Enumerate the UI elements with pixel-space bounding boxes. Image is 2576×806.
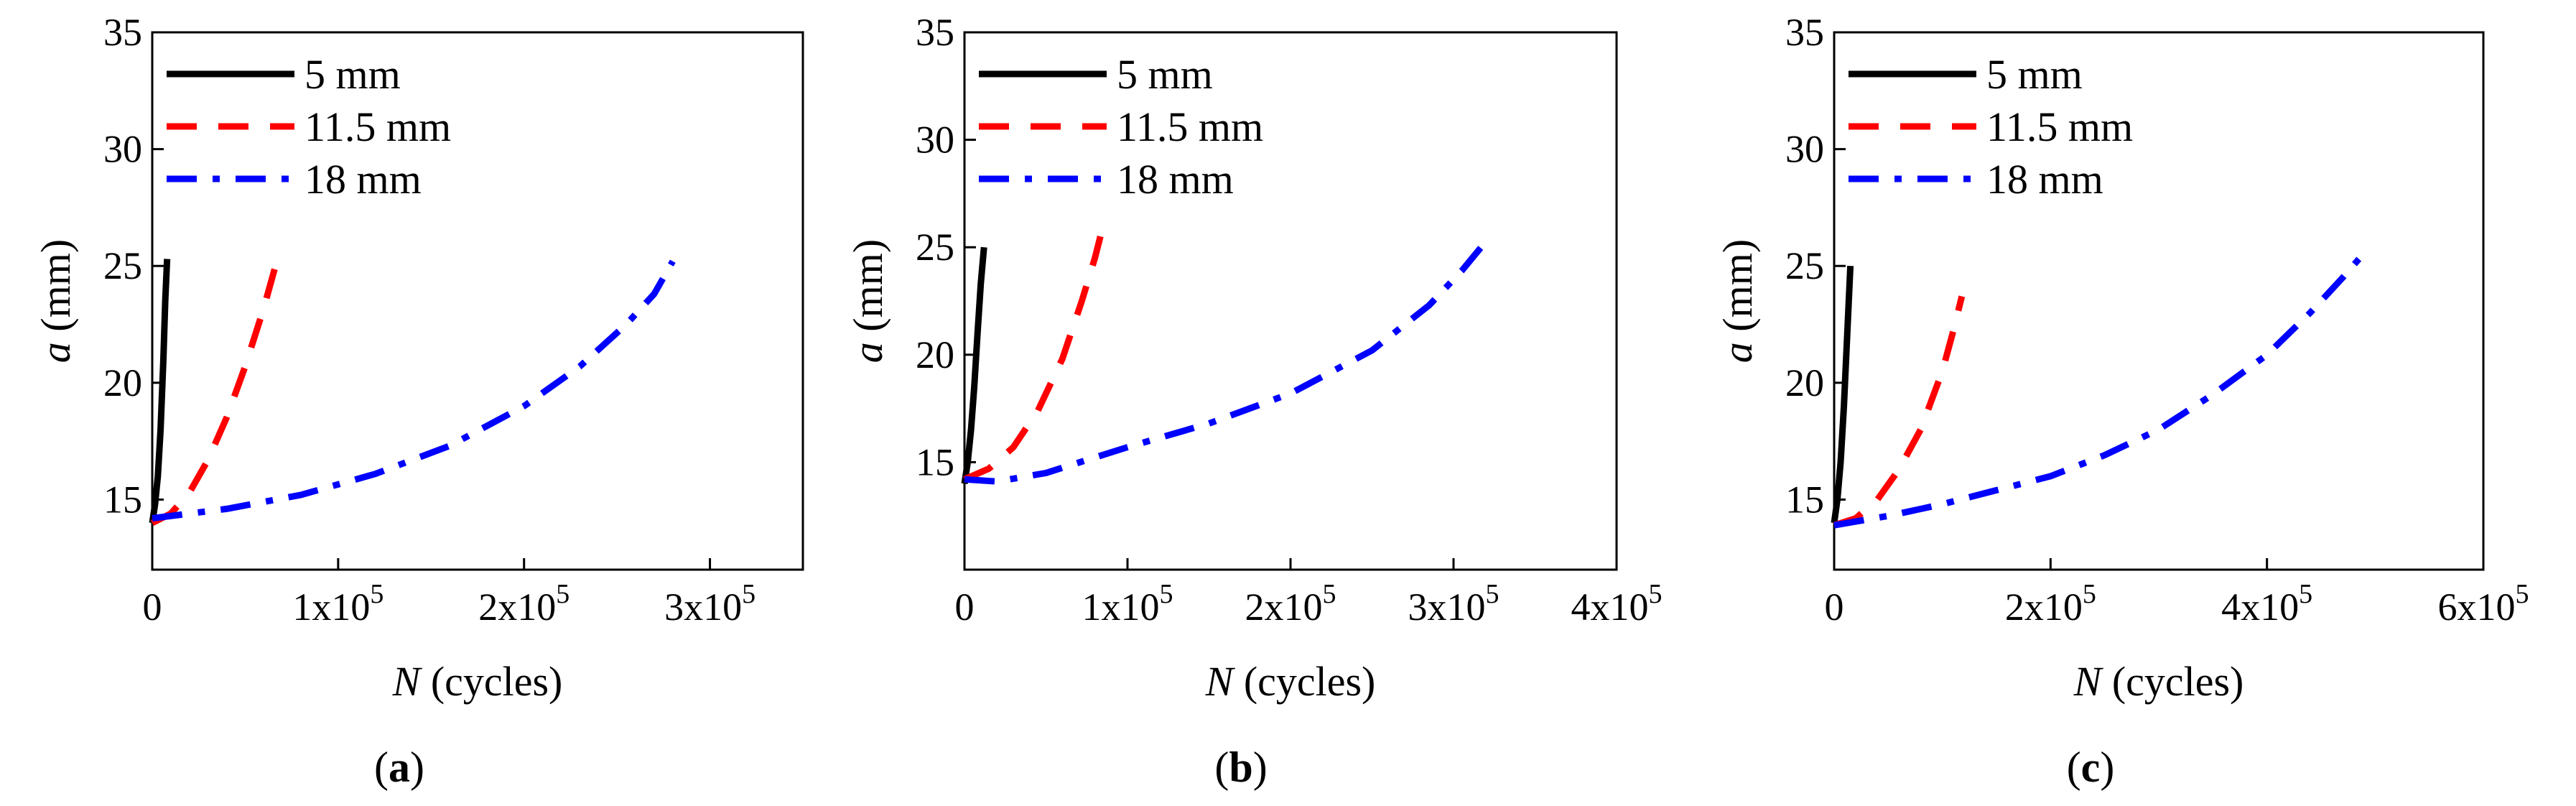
series-line-5-mm bbox=[149, 259, 171, 524]
y-tick-label: 35 bbox=[1785, 11, 1824, 54]
legend-label: 5 mm bbox=[1986, 51, 2083, 98]
y-axis-title: a (mm) bbox=[845, 239, 891, 363]
series-line-18-mm bbox=[152, 259, 676, 522]
y-tick-label: 20 bbox=[103, 361, 142, 404]
y-tick-label: 15 bbox=[103, 478, 142, 521]
panel-label: (c) bbox=[2067, 744, 2115, 791]
series-line-11-5-mm bbox=[963, 225, 1107, 483]
x-tick-label: 1x105 bbox=[292, 579, 383, 629]
x-tick-label: 2x105 bbox=[1245, 579, 1336, 629]
plot-frame bbox=[1833, 31, 2485, 571]
legend-label: 11.5 mm bbox=[1986, 103, 2133, 150]
series-line-18-mm bbox=[964, 243, 1486, 485]
x-axis-title: N (cycles) bbox=[1205, 658, 1376, 705]
y-axis-title: a (mm) bbox=[32, 239, 79, 363]
series-line-5-mm bbox=[961, 246, 987, 484]
x-tick-label: 1x105 bbox=[1082, 579, 1173, 629]
x-axis-title: N (cycles) bbox=[392, 658, 563, 705]
x-tick-label: 0 bbox=[1825, 585, 1844, 629]
x-tick-label: 3x105 bbox=[664, 579, 755, 629]
x-tick-label: 6x105 bbox=[2438, 579, 2529, 629]
plot-frame bbox=[963, 31, 1618, 571]
x-axis-title: N (cycles) bbox=[2073, 658, 2244, 705]
y-tick-label: 30 bbox=[103, 128, 142, 171]
series-line-5-mm bbox=[1831, 265, 1854, 524]
legend-label: 18 mm bbox=[1117, 156, 1234, 203]
legend-label: 18 mm bbox=[1986, 156, 2103, 203]
x-tick-label: 2x105 bbox=[478, 579, 569, 629]
series-line-11-5-mm bbox=[1833, 295, 1966, 529]
y-tick-label: 25 bbox=[1785, 244, 1824, 287]
x-tick-label: 4x105 bbox=[2221, 579, 2312, 629]
y-tick-label: 20 bbox=[1785, 361, 1824, 404]
chart-panel-3: 15 20 25 30 35 0 2x105 4x105 6x105 N (cycles) a (m… bbox=[1714, 11, 2529, 791]
chart-panel-1: 15 20 25 30 35 0 1x105 2x105 3x105 N (cycles) a (m… bbox=[32, 11, 804, 791]
y-tick-label: 20 bbox=[916, 333, 954, 376]
chart-panel-2: 15 20 25 30 35 0 1x105 2x105 3x105 4x105 N (cycles… bbox=[845, 11, 1663, 791]
panel-label: (a) bbox=[374, 744, 424, 791]
panel-label: (b) bbox=[1214, 744, 1267, 791]
y-tick-label: 30 bbox=[916, 119, 954, 162]
x-tick-label: 0 bbox=[143, 585, 162, 629]
x-tick-label: 0 bbox=[955, 585, 975, 629]
y-tick-label: 35 bbox=[916, 11, 954, 54]
legend-label: 11.5 mm bbox=[1117, 103, 1263, 150]
series-line-18-mm bbox=[1833, 256, 2362, 529]
x-tick-label: 2x105 bbox=[2005, 579, 2096, 629]
legend-label: 5 mm bbox=[1117, 51, 1213, 98]
legend-label: 18 mm bbox=[304, 156, 422, 203]
legend-label: 11.5 mm bbox=[304, 103, 451, 150]
y-tick-label: 25 bbox=[103, 244, 142, 287]
y-tick-label: 15 bbox=[1785, 478, 1824, 521]
series-line-11-5-mm bbox=[150, 260, 280, 527]
plot-frame bbox=[151, 31, 804, 571]
x-tick-label: 3x105 bbox=[1408, 579, 1499, 629]
y-tick-label: 30 bbox=[1785, 128, 1824, 171]
y-axis-title: a (mm) bbox=[1714, 239, 1761, 363]
y-tick-label: 35 bbox=[103, 11, 142, 54]
y-tick-label: 15 bbox=[916, 440, 954, 483]
legend-label: 5 mm bbox=[304, 51, 401, 98]
y-tick-label: 25 bbox=[916, 226, 954, 269]
x-tick-label: 4x105 bbox=[1571, 579, 1663, 629]
